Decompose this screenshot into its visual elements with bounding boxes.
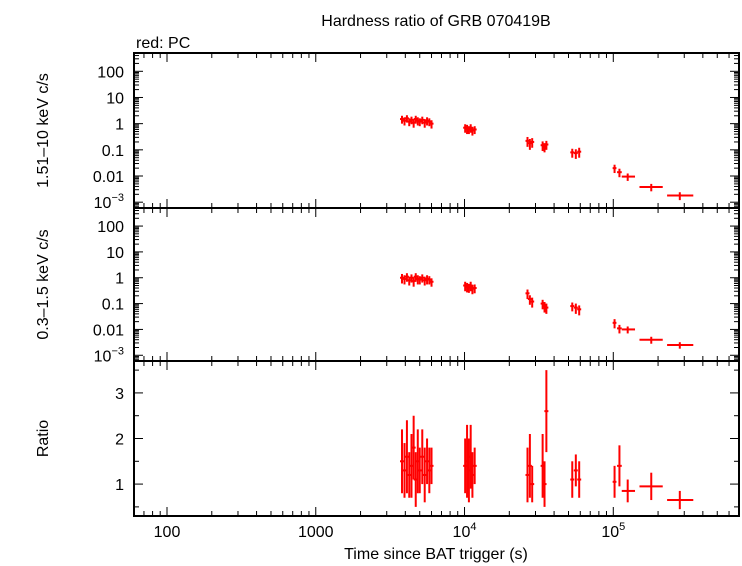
y-tick-label: 1 [115, 117, 124, 134]
panels-group: 100 10 1 0.1 0.01 10−3 1.51–10 keV c/s 100 10 1 0.… [35, 52, 740, 541]
panel-frame-ratio [133, 360, 740, 517]
y-tick-label: 0.01 [93, 169, 124, 186]
x-tick-label: 100 [154, 524, 181, 541]
series-ratio [400, 370, 694, 510]
chart-subtitle: red: PC [136, 35, 190, 52]
y-tick-label: 10−3 [94, 192, 124, 212]
panel-hard: 100 10 1 0.1 0.01 10−3 1.51–10 keV c/s [35, 52, 740, 212]
y-axis-label-hard: 1.51–10 keV c/s [35, 73, 52, 188]
y-tick-label: 3 [115, 386, 124, 403]
series-soft [400, 273, 694, 349]
x-tick-labels: 100 1000 104 105 [154, 521, 626, 541]
y-axis-label-ratio: Ratio [35, 420, 52, 457]
x-ticks-hard [133, 53, 740, 208]
y-tick-label: 1 [115, 477, 124, 494]
y-tick-label: 10 [106, 90, 124, 107]
x-tick-label: 105 [601, 521, 625, 541]
y-tick-label: 0.01 [93, 322, 124, 339]
y-ticks-hard [134, 52, 739, 209]
y-ticks-soft [134, 207, 739, 362]
y-axis-label-soft: 0.3–1.5 keV c/s [35, 229, 52, 339]
x-ticks-soft [133, 208, 740, 361]
x-tick-label: 1000 [298, 524, 334, 541]
y-tick-label: 100 [97, 64, 124, 81]
y-tick-label: 0.1 [102, 297, 124, 314]
panel-frame-soft [133, 207, 740, 362]
x-tick-label: 104 [453, 521, 477, 541]
x-ticks-ratio [133, 361, 740, 516]
y-tick-label: 10 [106, 245, 124, 262]
y-tick-label: 10−3 [94, 345, 124, 365]
panel-soft: 100 10 1 0.1 0.01 10−3 0.3–1.5 keV c/s [35, 207, 740, 365]
chart-title: Hardness ratio of GRB 070419B [321, 13, 550, 30]
y-tick-label: 1 [115, 271, 124, 288]
y-tick-label: 100 [97, 219, 124, 236]
panel-frame-hard [133, 52, 740, 209]
panel-ratio: 1 2 3 Ratio [35, 360, 740, 517]
y-tick-label: 2 [115, 432, 124, 449]
y-ticks-ratio [134, 369, 739, 508]
y-tick-label: 0.1 [102, 143, 124, 160]
series-hard [400, 115, 694, 201]
x-axis-label: Time since BAT trigger (s) [344, 546, 528, 563]
